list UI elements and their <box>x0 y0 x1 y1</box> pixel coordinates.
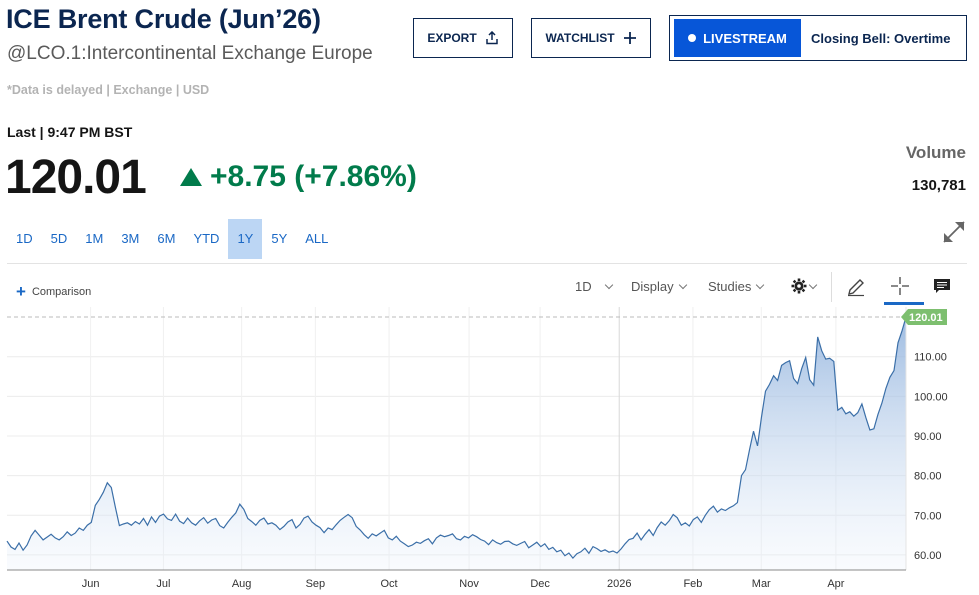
studies-dropdown[interactable]: Studies <box>708 279 765 294</box>
last-price: 120.01 <box>5 151 147 204</box>
price-change: +8.75 (+7.86%) <box>180 160 417 194</box>
last-price-tag: 120.01 <box>901 309 947 325</box>
watchlist-button[interactable]: WATCHLIST <box>531 18 651 58</box>
interval-dropdown[interactable]: 1D <box>575 279 613 294</box>
x-tick-label: Mar <box>752 578 771 590</box>
pencil-icon[interactable] <box>846 277 866 297</box>
gear-icon <box>791 278 807 294</box>
range-3m[interactable]: 3M <box>121 231 140 246</box>
live-dot-icon <box>688 34 697 42</box>
chevron-down-icon <box>678 280 687 290</box>
price-tag-shape <box>901 309 947 325</box>
display-label: Display <box>631 279 674 294</box>
range-ytd[interactable]: YTD <box>193 231 220 246</box>
interval-label: 1D <box>575 279 592 294</box>
comparison-label: Comparison <box>31 285 92 298</box>
x-tick-label: Sep <box>306 578 326 590</box>
y-tick-label: 60.00 <box>914 550 942 562</box>
chevron-down-icon <box>756 280 765 290</box>
expand-icon[interactable] <box>941 219 967 245</box>
plus-icon: + <box>16 282 26 301</box>
y-tick-label: 90.00 <box>914 431 942 443</box>
range-5d[interactable]: 5D <box>50 231 68 246</box>
data-delayed-note: *Data is delayed | Exchange | USD <box>7 83 210 97</box>
chevron-down-icon <box>604 280 613 290</box>
y-tick-label: 80.00 <box>914 471 942 483</box>
volume-label: Volume <box>905 143 966 162</box>
x-tick-label: 2026 <box>607 578 631 590</box>
x-tick-label: Nov <box>459 578 479 590</box>
price-area <box>7 317 906 570</box>
price-line <box>6 316 907 560</box>
price-tag-label: 120.01 <box>909 312 943 324</box>
live-show-link[interactable]: Closing Bell: Overtime <box>811 30 951 46</box>
range-6m[interactable]: 6M <box>157 231 176 246</box>
x-tick-label: Aug <box>232 578 252 590</box>
display-dropdown[interactable]: Display <box>631 279 687 294</box>
x-tick-label: Feb <box>683 578 702 590</box>
crosshair-active-indicator <box>884 302 924 305</box>
comparison-button[interactable]: + Comparison <box>16 283 91 300</box>
chevron-down-icon <box>808 280 818 289</box>
comment-icon[interactable] <box>933 277 951 295</box>
range-1d[interactable]: 1D <box>16 231 33 246</box>
instrument-title: ICE Brent Crude (Jun’26) <box>6 4 321 34</box>
export-button[interactable]: EXPORT <box>413 18 513 58</box>
livestream-panel: LIVESTREAM Closing Bell: Overtime <box>669 15 967 61</box>
x-tick-label: Oct <box>381 578 398 590</box>
y-tick-label: 100.00 <box>914 391 948 403</box>
x-axis: Jun Jul Aug Sep Oct Nov Dec 2026 Feb Mar Apr <box>7 569 906 590</box>
range-all[interactable]: ALL <box>305 231 329 246</box>
x-tick-label: Jul <box>156 578 170 590</box>
range-1m[interactable]: 1M <box>85 231 104 246</box>
time-range-selector: 1D 5D 1M 3M 6M YTD 1Y 5Y ALL <box>7 219 337 259</box>
crosshair-icon[interactable] <box>890 276 910 296</box>
last-trade-time: Last | 9:47 PM BST <box>7 124 133 140</box>
x-tick-label: Dec <box>530 578 550 590</box>
livestream-label: LIVESTREAM <box>703 30 787 46</box>
settings-dropdown[interactable] <box>791 278 818 294</box>
up-arrow-icon <box>180 168 202 186</box>
y-axis: 60.00 70.00 80.00 90.00 100.00 110.00 <box>905 307 948 570</box>
price-change-value: +8.75 (+7.86%) <box>210 160 417 193</box>
studies-label: Studies <box>708 279 752 294</box>
export-label: EXPORT <box>427 31 477 45</box>
y-tick-label: 70.00 <box>914 510 942 522</box>
x-tick-label: Jun <box>82 578 100 590</box>
range-1y[interactable]: 1Y <box>228 219 263 259</box>
watchlist-label: WATCHLIST <box>545 31 615 45</box>
volume-value: 130,781 <box>911 177 966 194</box>
range-5y[interactable]: 5Y <box>271 231 288 246</box>
livestream-button[interactable]: LIVESTREAM <box>674 19 801 57</box>
toolbar-separator <box>831 272 832 302</box>
plus-icon <box>623 32 636 44</box>
exchange-subtitle: @LCO.1:Intercontinental Exchange Europe <box>7 43 373 64</box>
header-divider <box>7 263 967 264</box>
x-tick-label: Apr <box>827 578 844 590</box>
share-icon <box>485 31 498 45</box>
price-chart[interactable]: 60.00 70.00 80.00 90.00 100.00 110.00 Jun Jul A… <box>0 305 979 595</box>
y-tick-label: 110.00 <box>914 352 947 364</box>
